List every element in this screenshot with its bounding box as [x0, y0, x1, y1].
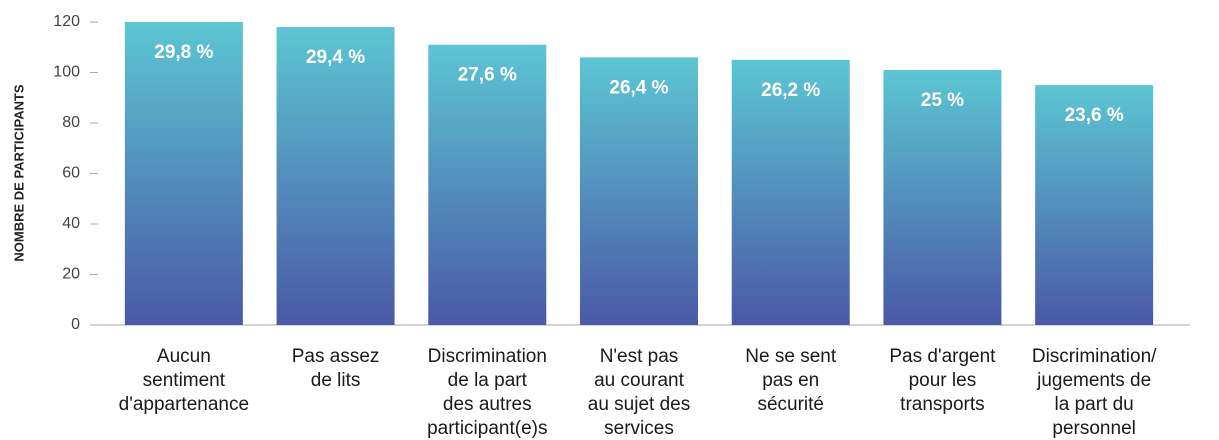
value-label: 27,6 %: [458, 65, 517, 86]
x-tick-label: sentiment: [143, 370, 226, 391]
x-tick-label: la part du: [1055, 394, 1134, 415]
value-label: 26,2 %: [761, 80, 820, 101]
value-label: 29,8 %: [154, 42, 213, 63]
x-tick-label: Discrimination: [428, 346, 547, 367]
bar: [276, 27, 395, 326]
x-tick-label: services: [604, 418, 674, 439]
x-tick-label: N'est pas: [600, 346, 679, 367]
x-tick-label: de lits: [311, 370, 361, 391]
y-tick-label: 40: [62, 215, 80, 232]
bar: [883, 69, 1002, 325]
value-label: 26,4 %: [609, 77, 668, 98]
bar: [124, 22, 243, 325]
x-tick-label: transports: [900, 394, 984, 415]
x-tick-label: d'appartenance: [119, 394, 249, 415]
x-tick-label: sécurité: [757, 394, 824, 415]
x-tick-label: des autres: [443, 394, 532, 415]
x-tick-label: Aucun: [157, 346, 211, 367]
value-label: 29,4 %: [306, 47, 365, 68]
x-tick-label: au courant: [594, 370, 685, 391]
bar: [731, 59, 850, 325]
y-tick-label: 120: [53, 13, 80, 30]
x-tick-label: participant(e)s: [427, 418, 547, 439]
value-label: 25 %: [921, 90, 964, 111]
y-axis-label: NOMBRE DE PARTICIPANTS: [11, 84, 26, 262]
x-tick-label: au sujet des: [588, 394, 690, 415]
y-tick-label: 20: [62, 266, 80, 283]
bar: [428, 44, 547, 325]
x-tick-label: personnel: [1052, 418, 1135, 439]
value-label: 23,6 %: [1065, 105, 1124, 126]
x-tick-label: Discrimination/: [1032, 346, 1157, 367]
y-tick-label: 100: [53, 64, 80, 81]
x-tick-label: Ne se sent: [745, 346, 837, 367]
x-tick-label: jugements de: [1036, 370, 1151, 391]
bar: [580, 57, 698, 325]
y-tick-label: 60: [62, 165, 80, 182]
x-tick-label: Pas assez: [292, 346, 380, 367]
x-tick-label: pas en: [762, 370, 819, 391]
x-tick-label: pour les: [909, 370, 977, 391]
y-tick-label: 80: [62, 114, 80, 131]
bar: [1035, 85, 1154, 325]
y-tick-label: 0: [71, 316, 80, 333]
x-tick-label: Pas d'argent: [889, 346, 996, 367]
x-tick-label: de la part: [448, 370, 528, 391]
